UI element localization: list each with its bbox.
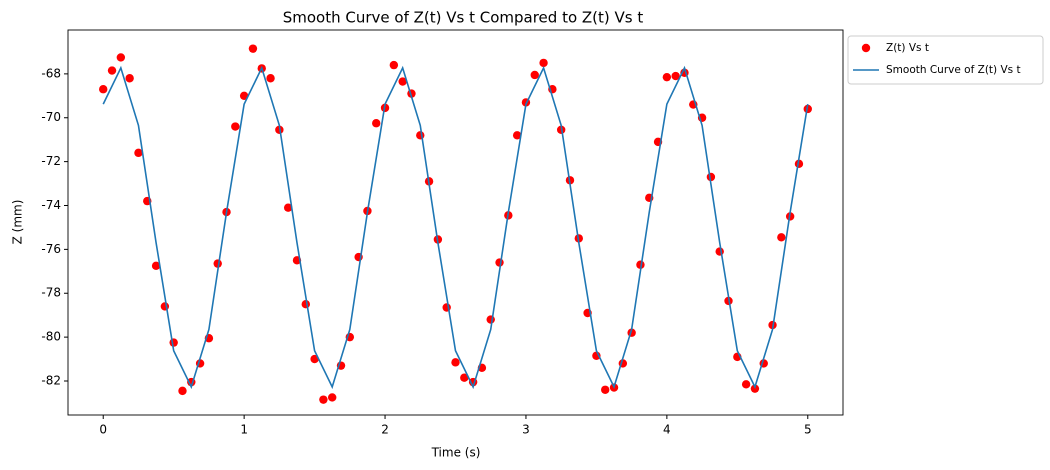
legend-label: Smooth Curve of Z(t) Vs t bbox=[886, 64, 1021, 76]
x-tick-label: 0 bbox=[99, 423, 107, 437]
point bbox=[636, 260, 645, 269]
point bbox=[231, 122, 240, 131]
y-axis-label: Z (mm) bbox=[11, 200, 25, 245]
x-tick-label: 2 bbox=[381, 423, 389, 437]
y-tick-label: -82 bbox=[41, 373, 61, 387]
point bbox=[151, 261, 161, 271]
point bbox=[416, 131, 425, 140]
point bbox=[169, 338, 178, 347]
chart-title: Smooth Curve of Z(t) Vs t Compared to Z(… bbox=[283, 9, 644, 27]
x-axis-label: Time (s) bbox=[431, 446, 481, 460]
point bbox=[460, 373, 469, 382]
point bbox=[125, 74, 134, 83]
x-tick-label: 5 bbox=[804, 423, 812, 437]
point bbox=[662, 72, 672, 82]
y-tick-label: -78 bbox=[41, 286, 61, 300]
y-tick-label: -72 bbox=[41, 154, 61, 168]
point bbox=[495, 258, 504, 267]
point bbox=[794, 159, 804, 169]
x-tick-label: 4 bbox=[663, 423, 671, 437]
y-tick-label: -76 bbox=[41, 242, 61, 256]
point bbox=[530, 70, 539, 80]
point bbox=[715, 247, 724, 256]
point bbox=[671, 71, 680, 81]
y-tick-label: -70 bbox=[41, 110, 61, 124]
point bbox=[178, 386, 187, 396]
legend-box bbox=[847, 35, 1044, 85]
point bbox=[372, 119, 381, 128]
plot-frame bbox=[67, 29, 844, 416]
x-tick-label: 3 bbox=[522, 423, 530, 437]
point bbox=[248, 44, 258, 53]
point bbox=[134, 148, 143, 158]
y-tick-label: -68 bbox=[41, 66, 61, 80]
point bbox=[319, 395, 328, 404]
point bbox=[107, 66, 117, 75]
point bbox=[266, 74, 275, 83]
x-tick-label: 1 bbox=[240, 423, 248, 437]
curve bbox=[102, 65, 809, 390]
point bbox=[310, 354, 319, 364]
legend-label: Z(t) Vs t bbox=[886, 42, 929, 54]
legend-marker bbox=[861, 43, 871, 53]
point bbox=[601, 385, 610, 394]
point bbox=[777, 233, 786, 242]
point bbox=[451, 358, 460, 367]
point bbox=[389, 60, 399, 70]
point bbox=[512, 131, 522, 140]
point bbox=[328, 393, 337, 402]
point bbox=[239, 91, 249, 101]
point bbox=[398, 77, 407, 86]
point bbox=[160, 302, 170, 311]
y-tick-label: -80 bbox=[41, 330, 61, 344]
point bbox=[741, 380, 751, 389]
point bbox=[99, 85, 108, 94]
y-tick-label: -74 bbox=[41, 198, 61, 212]
point bbox=[539, 58, 548, 68]
point bbox=[116, 53, 126, 62]
point bbox=[486, 315, 495, 324]
point bbox=[283, 203, 293, 212]
